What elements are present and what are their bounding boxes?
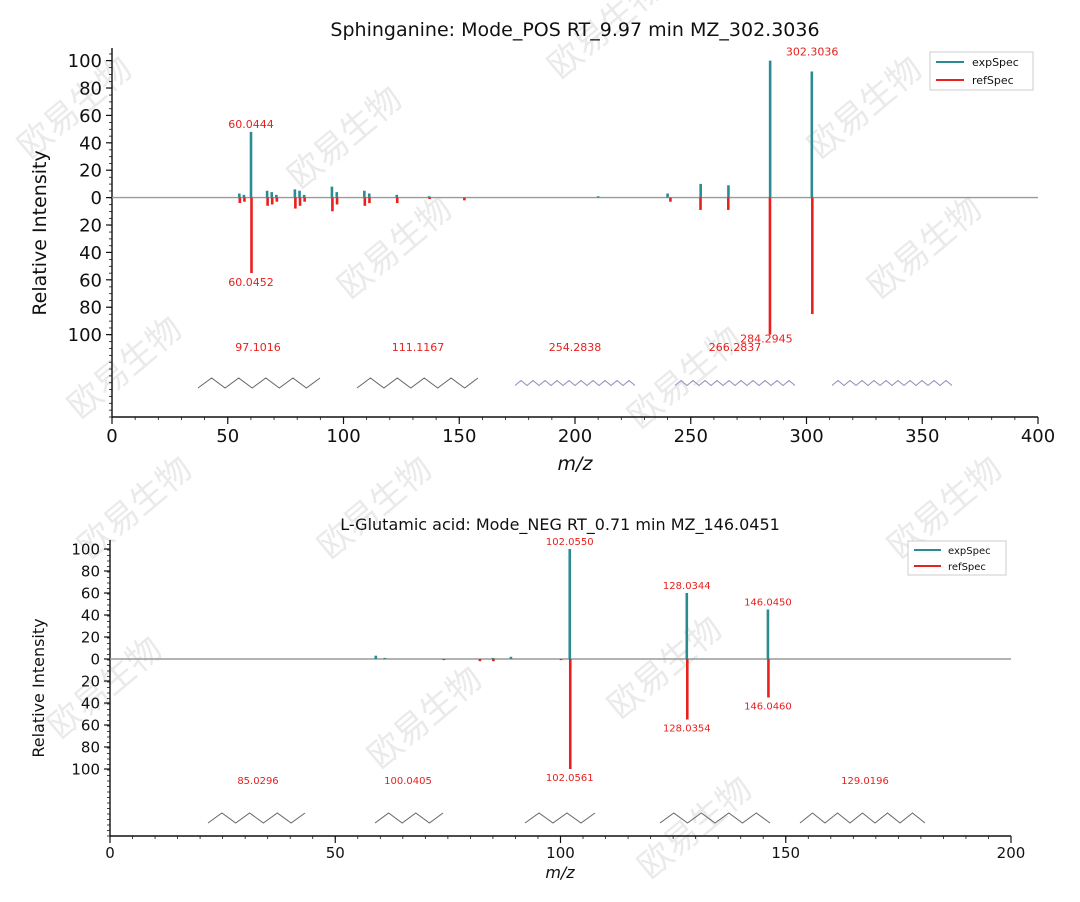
y-tick-label: 60 bbox=[81, 716, 100, 734]
watermark-text: 欧易生物 bbox=[600, 609, 730, 727]
chart-title: L-Glutamic acid: Mode_NEG RT_0.71 min MZ… bbox=[340, 515, 780, 535]
x-tick-label: 50 bbox=[216, 426, 239, 447]
watermark-text: 欧易生物 bbox=[540, 0, 670, 87]
peak-label: 302.3036 bbox=[786, 46, 839, 59]
x-tick-label: 50 bbox=[326, 844, 345, 862]
peak-label: 146.0460 bbox=[744, 702, 792, 713]
y-tick-label: 20 bbox=[79, 215, 102, 236]
x-tick-label: 200 bbox=[558, 426, 592, 447]
y-axis-label: Relative Intensity bbox=[29, 618, 48, 757]
y-tick-label: 20 bbox=[79, 161, 102, 182]
watermark-text: 欧易生物 bbox=[330, 189, 460, 307]
glutamic-acid-spectrum-panel: L-Glutamic acid: Mode_NEG RT_0.71 min MZ… bbox=[29, 515, 1025, 882]
legend-box bbox=[907, 540, 1007, 576]
y-tick-label: 40 bbox=[79, 243, 102, 264]
molecule-structure bbox=[374, 812, 444, 824]
y-tick-label: 20 bbox=[81, 628, 100, 646]
peak-label: 128.0344 bbox=[663, 581, 711, 592]
peak-label: 60.0444 bbox=[228, 118, 274, 131]
legend-entry-ref: refSpec bbox=[948, 562, 986, 573]
molecule-structure bbox=[674, 379, 796, 387]
watermark-text: 欧易生物 bbox=[860, 189, 990, 307]
y-tick-label: 0 bbox=[90, 650, 100, 668]
molecule-structure bbox=[197, 377, 321, 389]
y-tick-label: 60 bbox=[79, 106, 102, 127]
y-tick-label: 100 bbox=[68, 325, 102, 346]
fragment-label: 254.2838 bbox=[549, 341, 602, 354]
sphinganine-spectrum-panel: Sphinganine: Mode_POS RT_9.97 min MZ_302… bbox=[29, 19, 1055, 475]
peak-label: 102.0561 bbox=[546, 773, 594, 784]
y-tick-label: 100 bbox=[71, 540, 100, 558]
fragment-label: 85.0296 bbox=[237, 776, 278, 787]
fragment-label: 100.0405 bbox=[384, 776, 432, 787]
fragment-label: 266.2837 bbox=[709, 341, 762, 354]
fragment-structures bbox=[207, 812, 926, 824]
peak-label: 128.0354 bbox=[663, 724, 711, 735]
molecule-structure bbox=[356, 377, 479, 389]
x-tick-label: 200 bbox=[997, 844, 1026, 862]
x-axis-label: m/z bbox=[558, 453, 594, 475]
y-tick-label: 60 bbox=[79, 270, 102, 291]
legend-box bbox=[929, 51, 1034, 91]
x-tick-label: 250 bbox=[674, 426, 708, 447]
molecule-structure bbox=[659, 812, 771, 824]
legend: expSpec refSpec bbox=[929, 51, 1034, 91]
legend-entry-exp: expSpec bbox=[972, 56, 1019, 69]
y-axis-label: Relative Intensity bbox=[29, 150, 51, 315]
fragment-label: 111.1167 bbox=[392, 341, 445, 354]
molecule-structure bbox=[207, 812, 306, 824]
y-tick-label: 80 bbox=[81, 738, 100, 756]
x-tick-label: 0 bbox=[106, 426, 117, 447]
molecule-structure bbox=[831, 379, 953, 387]
peak-label: 102.0550 bbox=[546, 537, 594, 548]
watermark-text: 欧易生物 bbox=[280, 79, 410, 197]
fragment-structures bbox=[197, 377, 953, 389]
chart-title: Sphinganine: Mode_POS RT_9.97 min MZ_302… bbox=[330, 19, 819, 41]
legend: expSpec refSpec bbox=[907, 540, 1007, 576]
y-tick-label: 80 bbox=[79, 78, 102, 99]
x-tick-label: 0 bbox=[105, 844, 115, 862]
y-tick-label: 0 bbox=[91, 188, 102, 209]
watermark-text: 欧易生物 bbox=[630, 769, 760, 887]
y-tick-label: 100 bbox=[71, 760, 100, 778]
peak-label: 146.0450 bbox=[744, 598, 792, 609]
molecule-structure bbox=[799, 812, 926, 824]
legend-entry-exp: expSpec bbox=[948, 546, 991, 557]
legend-entry-ref: refSpec bbox=[972, 74, 1014, 87]
x-tick-label: 150 bbox=[771, 844, 800, 862]
molecule-structure bbox=[514, 379, 636, 387]
x-tick-label: 400 bbox=[1021, 426, 1055, 447]
x-tick-label: 150 bbox=[442, 426, 476, 447]
y-tick-label: 100 bbox=[68, 51, 102, 72]
y-tick-label: 20 bbox=[81, 672, 100, 690]
x-tick-label: 100 bbox=[326, 426, 360, 447]
fragment-label: 129.0196 bbox=[841, 776, 889, 787]
watermark-text: 欧易生物 bbox=[40, 629, 170, 747]
x-axis-label: m/z bbox=[545, 863, 575, 882]
x-tick-label: 350 bbox=[905, 426, 939, 447]
peak-label: 60.0452 bbox=[228, 276, 274, 289]
fragment-label: 97.1016 bbox=[235, 341, 281, 354]
watermark-text: 欧易生物 bbox=[310, 449, 440, 567]
x-tick-label: 100 bbox=[546, 844, 575, 862]
peak-label: 284.2945 bbox=[740, 333, 793, 346]
y-tick-label: 40 bbox=[79, 133, 102, 154]
watermark-text: 欧易生物 bbox=[360, 659, 490, 777]
molecule-structure bbox=[524, 812, 596, 824]
y-tick-label: 60 bbox=[81, 584, 100, 602]
y-tick-label: 80 bbox=[81, 562, 100, 580]
watermark-text: 欧易生物 bbox=[620, 319, 750, 437]
y-tick-label: 40 bbox=[81, 694, 100, 712]
x-tick-label: 300 bbox=[789, 426, 823, 447]
watermark-layer: 欧易生物 欧易生物欧易生物欧易生物欧易生物欧易生物欧易生物欧易生物欧易生物欧易生物… bbox=[10, 0, 1010, 887]
watermark-text: 欧易生物 bbox=[800, 49, 930, 167]
y-tick-label: 40 bbox=[81, 606, 100, 624]
y-tick-label: 80 bbox=[79, 298, 102, 319]
